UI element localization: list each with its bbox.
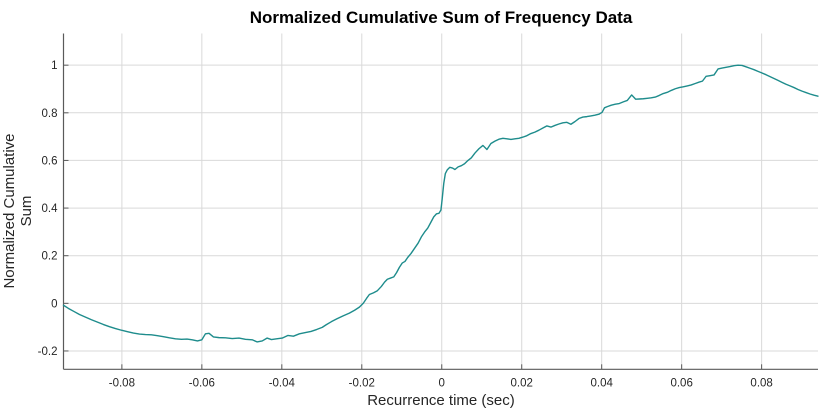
- x-tick-label: -0.04: [269, 377, 296, 389]
- y-axis-label: Normalized Cumulative Sum: [1, 133, 35, 289]
- chart-title: Normalized Cumulative Sum of Frequency D…: [249, 8, 633, 27]
- x-tick-label: 0.02: [511, 377, 533, 389]
- line-series-normalized-cumulative-sum: [62, 64, 819, 343]
- y-tick-label: -0.2: [38, 346, 58, 358]
- x-tick-label: -0.08: [109, 377, 135, 389]
- y-tick-label: 0.4: [42, 203, 59, 215]
- y-tick-label: 0: [51, 298, 57, 310]
- x-axis-label: Recurrence time (sec): [367, 392, 515, 409]
- x-tick-label: 0.04: [590, 377, 613, 389]
- y-tick-label: 0.8: [42, 108, 58, 120]
- y-tick-label: 0.2: [42, 251, 58, 263]
- x-tick-label: 0: [439, 377, 445, 389]
- x-tick-label: -0.02: [349, 377, 375, 389]
- x-tick-label: -0.06: [189, 377, 215, 389]
- x-tick-label: 0.08: [750, 377, 772, 389]
- y-tick-label: 0.6: [42, 155, 58, 167]
- x-tick-label: 0.06: [670, 377, 692, 389]
- y-tick-label: 1: [51, 60, 57, 72]
